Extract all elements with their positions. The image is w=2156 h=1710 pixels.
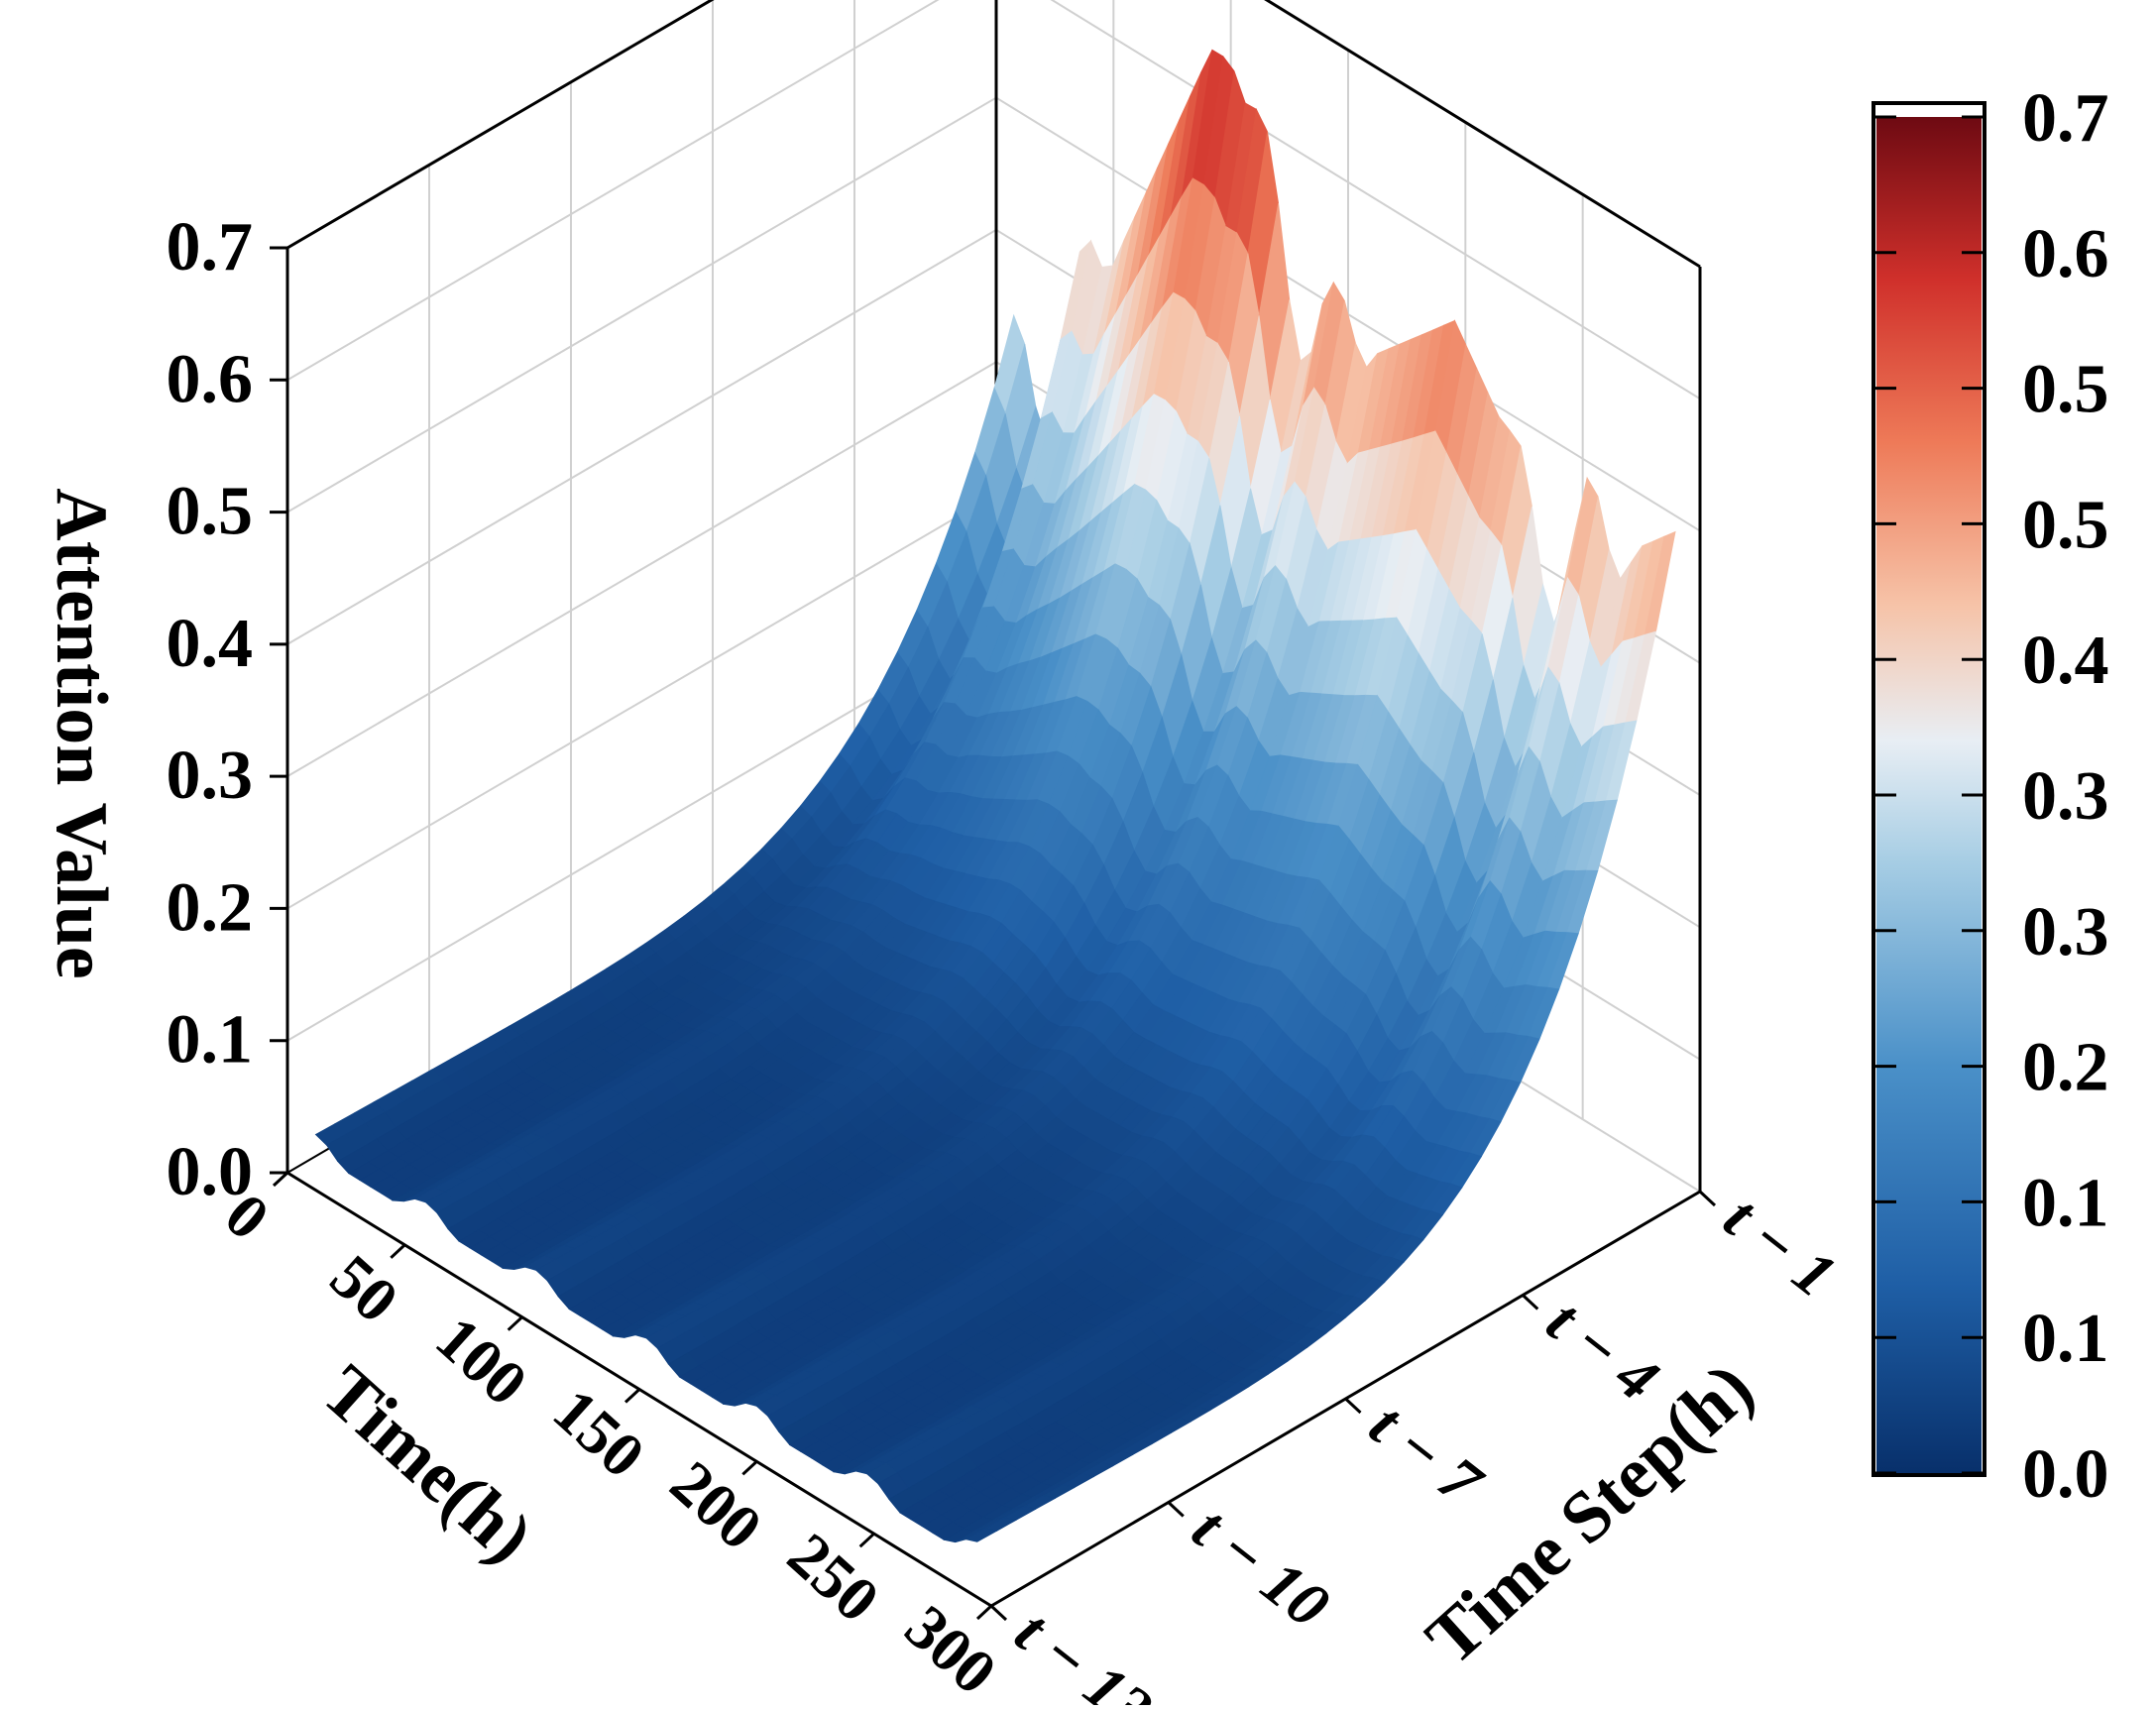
y-tick-mark [989,1604,1008,1622]
grid-line [286,361,997,778]
x-tick-label: 150 [540,1375,658,1491]
z-tick-label: 0.4 [167,606,254,682]
colorbar-tick-label: 0.2 [2022,1030,2109,1106]
colorbar-tick-label: 0.1 [2022,1301,2109,1377]
colorbar-tick-label: 0.7 [2022,80,2109,157]
surface-patch [965,1528,998,1542]
y-tick-label: t − 7 [1357,1389,1497,1520]
y-tick-label: t − 4 [1534,1286,1672,1415]
y-tick-mark [1167,1501,1185,1518]
colorbar-tick-label: 0.6 [2022,216,2109,292]
y-tick-mark [1522,1294,1539,1311]
z-tick-label: 0.6 [167,341,254,417]
y-tick-label: t − 13 [1002,1596,1165,1705]
z-tick-label: 0.7 [167,209,254,285]
x-tick-label: 100 [423,1303,541,1419]
axis-line [286,0,715,250]
z-tick-label: 0.3 [167,738,254,814]
grid-line [286,96,997,513]
x-tick-mark [507,1315,523,1331]
grid-line [286,493,997,910]
y-tick-mark [1344,1397,1362,1415]
x-tick-label: 50 [317,1241,411,1336]
x-tick-mark [624,1388,641,1404]
colorbar-ticks: 0.7 0.6 0.5 0.5 0.4 0.3 0.3 0.2 0.1 0.1 0.0 [1874,80,2109,1513]
y-tick-label: t − 10 [1180,1493,1342,1642]
z-tick-label: 0.2 [167,869,254,946]
grid-line [286,228,997,645]
colorbar: 0.7 0.6 0.5 0.5 0.4 0.3 0.3 0.2 0.1 0.1 0.0 [1872,80,2109,1513]
y-axis-title: Time Step(h) [1411,1347,1768,1680]
colorbar-tick-label: 0.3 [2022,758,2109,835]
colorbar-tick-label: 0.5 [2022,487,2109,563]
x-tick-mark [858,1533,875,1548]
x-tick-label: 250 [775,1520,893,1636]
colorbar-tick-label: 0.4 [2022,623,2109,699]
colorbar-tick-label: 0.3 [2022,894,2109,970]
x-tick-mark [741,1460,758,1476]
y-tick-mark [1698,1190,1717,1207]
grid-line [286,0,714,249]
z-tick-label: 0.5 [167,474,254,550]
colorbar-tick-label: 0.0 [2022,1436,2109,1513]
x-tick-label: 200 [657,1447,775,1563]
colorbar-tick-label: 0.5 [2022,352,2109,428]
z-tick-label: 0.0 [167,1134,254,1210]
x-tick-mark [975,1604,993,1621]
surface [314,49,1676,1543]
colorbar-tick-label: 0.1 [2022,1165,2109,1241]
x-tick-mark [272,1171,289,1188]
y-tick-label: t − 1 [1711,1182,1849,1311]
x-tick-mark [390,1243,406,1259]
grid-line [286,0,940,382]
z-axis-title: Attention Value [41,488,122,978]
axis-line [1264,0,1701,269]
z-tick-label: 0.1 [167,1002,254,1079]
